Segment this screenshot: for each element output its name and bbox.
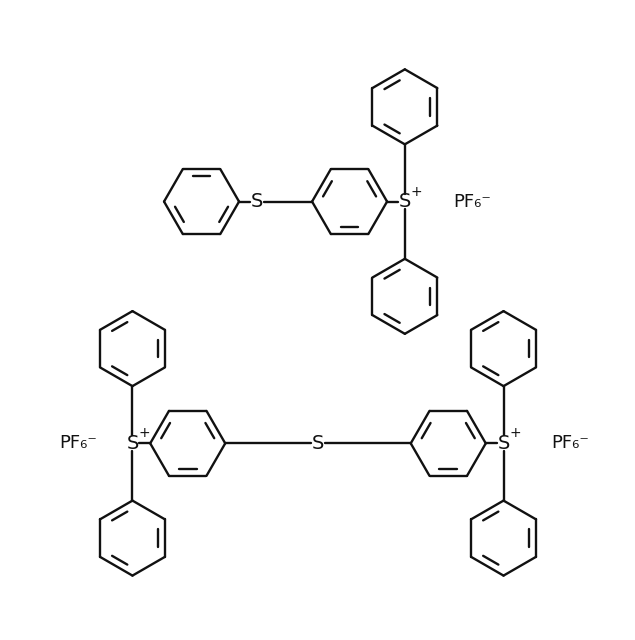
Text: +: + [138,426,150,440]
Text: S: S [312,434,324,453]
Text: PF₆⁻: PF₆⁻ [552,435,589,452]
Text: PF₆⁻: PF₆⁻ [453,193,491,211]
Text: PF₆⁻: PF₆⁻ [59,435,97,452]
Text: S: S [251,192,263,211]
Text: S: S [399,192,411,211]
Text: S: S [497,434,510,453]
Text: S: S [126,434,138,453]
Text: +: + [411,185,422,198]
Text: +: + [509,426,521,440]
